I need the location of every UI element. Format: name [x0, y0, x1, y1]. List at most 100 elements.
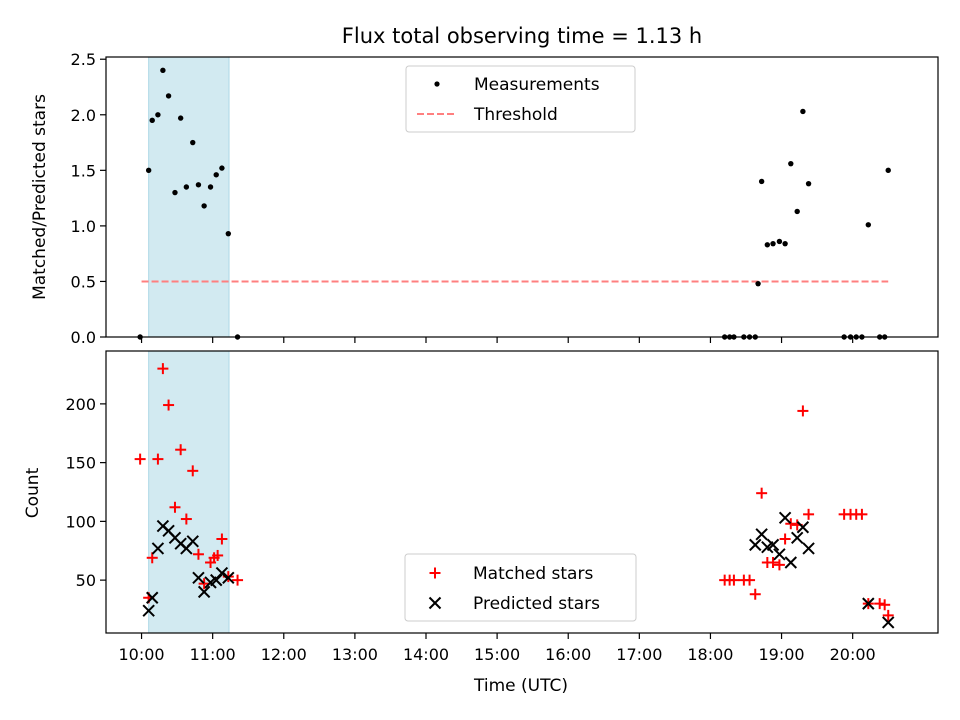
- matched-star-point: [146, 552, 158, 564]
- matched-star-point: [180, 513, 192, 525]
- top-ytick-label: 1.0: [71, 217, 96, 236]
- measurement-point: [177, 115, 184, 121]
- matched-star-point: [756, 487, 768, 499]
- matched-star-point: [175, 444, 187, 456]
- matched-star-point: [212, 549, 224, 561]
- predicted-star-point: [773, 548, 786, 561]
- top-legend: Measurements Threshold: [405, 65, 636, 133]
- bottom-xtick-label: 19:00: [759, 645, 805, 664]
- bottom-ytick-label: 50: [76, 571, 96, 590]
- top-ytick-label: 0.5: [71, 272, 96, 291]
- predicted-star-point: [755, 528, 768, 541]
- bottom-frame: [105, 350, 939, 634]
- bottom-ytick-label: 150: [65, 454, 96, 473]
- predicted-star-point-b: [749, 538, 762, 552]
- matched-star-point: [134, 453, 146, 465]
- predicted-star-point-b: [146, 591, 159, 604]
- matched-star-point: [152, 453, 164, 465]
- measurement-point: [758, 178, 765, 185]
- legend-matched-plus: [429, 567, 441, 579]
- measurement-point: [805, 180, 812, 187]
- measurement-point: [794, 208, 800, 215]
- top-ytick-label: 2.5: [71, 50, 96, 69]
- matched-star-point: [187, 465, 199, 477]
- matched-star-point: [797, 405, 809, 417]
- measurement-point: [172, 189, 178, 196]
- predicted-star-point-b: [766, 538, 780, 552]
- predicted-star-point-b: [142, 604, 155, 617]
- predicted-star-point-b: [192, 571, 205, 584]
- matched-star-point: [157, 363, 169, 375]
- predicted-star-point-b: [790, 531, 804, 545]
- measurement-point: [770, 240, 776, 247]
- predicted-star-point: [222, 571, 235, 584]
- matched-star-point: [749, 588, 761, 600]
- matched-star-point: [192, 548, 204, 560]
- predicted-star-point: [766, 538, 780, 552]
- matched-star-point: [216, 533, 228, 545]
- bottom-xtick-label: 11:00: [190, 645, 236, 664]
- matched-star-point: [773, 559, 785, 571]
- predicted-star-point-b: [162, 524, 175, 537]
- bottom-xtick-label: 12:00: [261, 645, 307, 664]
- predicted-star-point: [146, 591, 159, 604]
- measurement-point: [155, 112, 161, 118]
- predicted-star-point-b: [168, 531, 182, 545]
- predicted-star-point: [215, 566, 229, 580]
- matched-star-point: [803, 508, 815, 520]
- predicted-star-point-b: [882, 616, 895, 629]
- measurement-point: [149, 117, 155, 124]
- predicted-star-point-b: [755, 528, 768, 541]
- measurement-point: [788, 160, 794, 167]
- measurement-point: [865, 222, 872, 228]
- measurement-point: [800, 108, 806, 115]
- measurement-point: [160, 67, 166, 74]
- matched-star-point: [882, 609, 894, 621]
- measurement-point: [225, 230, 232, 237]
- bottom-xtick-label: 16:00: [545, 645, 591, 664]
- predicted-star-point: [142, 604, 155, 617]
- top-panel: 0.0 0.5 1.0 1.5 2.0 2.5 Matched/Predicted sta…: [30, 50, 939, 347]
- predicted-star-point-b: [862, 597, 875, 610]
- legend-measurements-label: Measurements: [474, 75, 600, 95]
- predicted-star-point: [882, 616, 895, 629]
- predicted-star-point-b: [151, 542, 165, 555]
- matched-star-point: [198, 578, 210, 590]
- matched-star-point: [879, 599, 891, 611]
- legend-measurements-marker: [434, 81, 440, 87]
- predicted-star-point-b: [215, 566, 229, 580]
- predicted-star-point: [802, 542, 815, 555]
- measurement-point: [782, 240, 788, 247]
- bottom-legend-frame: [404, 553, 637, 622]
- predicted-star-point-b: [778, 511, 792, 525]
- bottom-xtick-label: 14:00: [403, 645, 449, 664]
- chart-title: Flux total observing time = 1.13 h: [342, 24, 702, 48]
- measurement-point: [213, 172, 219, 178]
- bottom-legend: Matched stars Predicted stars: [404, 553, 637, 622]
- bottom-ytick-label: 100: [65, 512, 96, 531]
- matched-star-point: [169, 501, 181, 513]
- predicted-star-point-b: [773, 548, 786, 561]
- bottom-xtick-label: 17:00: [616, 645, 662, 664]
- legend-threshold-label: Threshold: [473, 105, 558, 125]
- x-axis-label: Time (UTC): [473, 676, 568, 696]
- top-legend-frame: [405, 65, 636, 133]
- predicted-star-point-b: [802, 542, 815, 555]
- measurement-point: [145, 167, 152, 174]
- bottom-xtick-label: 10:00: [119, 645, 165, 664]
- matched-star-point: [744, 574, 756, 586]
- predicted-star-point-b: [197, 585, 211, 599]
- predicted-star-point: [862, 597, 875, 610]
- bottom-xtick-label: 15:00: [474, 645, 520, 664]
- measurement-point: [190, 139, 196, 146]
- bottom-xtick-label: 13:00: [332, 645, 378, 664]
- measurement-point: [201, 203, 207, 209]
- predicted-star-point: [749, 538, 762, 552]
- measurement-point: [207, 184, 214, 190]
- measurement-point: [183, 184, 190, 190]
- top-frame: [105, 56, 939, 338]
- matched-star-point: [232, 574, 244, 586]
- matched-star-point: [856, 508, 868, 520]
- predicted-star-point: [197, 585, 211, 599]
